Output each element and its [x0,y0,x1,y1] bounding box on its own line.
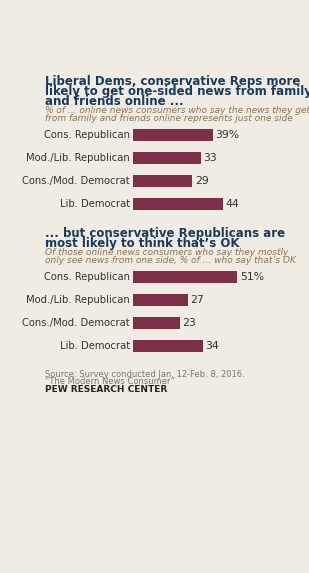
Text: likely to get one-sided news from family: likely to get one-sided news from family [45,85,309,98]
FancyBboxPatch shape [133,152,201,164]
Text: Cons./Mod. Democrat: Cons./Mod. Democrat [23,176,130,186]
Text: Liberal Dems, conservative Reps more: Liberal Dems, conservative Reps more [45,75,300,88]
Text: 29: 29 [195,176,209,186]
Text: most likely to think that’s OK: most likely to think that’s OK [45,237,239,250]
Text: % of ... online news consumers who say the news they get: % of ... online news consumers who say t… [45,107,309,116]
Text: 44: 44 [225,199,239,209]
Text: ... but conservative Republicans are: ... but conservative Republicans are [45,226,285,240]
Text: PEW RESEARCH CENTER: PEW RESEARCH CENTER [45,385,167,394]
Text: “The Modern News Consumer”: “The Modern News Consumer” [45,377,175,386]
FancyBboxPatch shape [133,270,237,283]
FancyBboxPatch shape [133,129,213,141]
Text: only see news from one side, % of ... who say that’s OK: only see news from one side, % of ... wh… [45,256,296,265]
Text: 39%: 39% [215,130,239,140]
Text: 23: 23 [183,318,196,328]
Text: Cons. Republican: Cons. Republican [44,272,130,282]
Text: 27: 27 [191,295,205,305]
Text: Cons./Mod. Democrat: Cons./Mod. Democrat [23,318,130,328]
FancyBboxPatch shape [133,317,180,329]
Text: Mod./Lib. Republican: Mod./Lib. Republican [26,153,130,163]
Text: Of those online news consumers who say they mostly: Of those online news consumers who say t… [45,248,288,257]
Text: Lib. Democrat: Lib. Democrat [60,341,130,351]
FancyBboxPatch shape [133,175,193,187]
FancyBboxPatch shape [133,340,203,352]
Text: and friends online ...: and friends online ... [45,95,184,108]
Text: Source: Survey conducted Jan. 12-Feb. 8, 2016.: Source: Survey conducted Jan. 12-Feb. 8,… [45,370,245,379]
Text: 33: 33 [203,153,217,163]
Text: Mod./Lib. Republican: Mod./Lib. Republican [26,295,130,305]
Text: 34: 34 [205,341,219,351]
FancyBboxPatch shape [133,293,188,306]
FancyBboxPatch shape [133,198,223,210]
Text: Lib. Democrat: Lib. Democrat [60,199,130,209]
Text: from family and friends online represents just one side: from family and friends online represent… [45,114,293,123]
Text: Cons. Republican: Cons. Republican [44,130,130,140]
Text: 51%: 51% [240,272,264,282]
